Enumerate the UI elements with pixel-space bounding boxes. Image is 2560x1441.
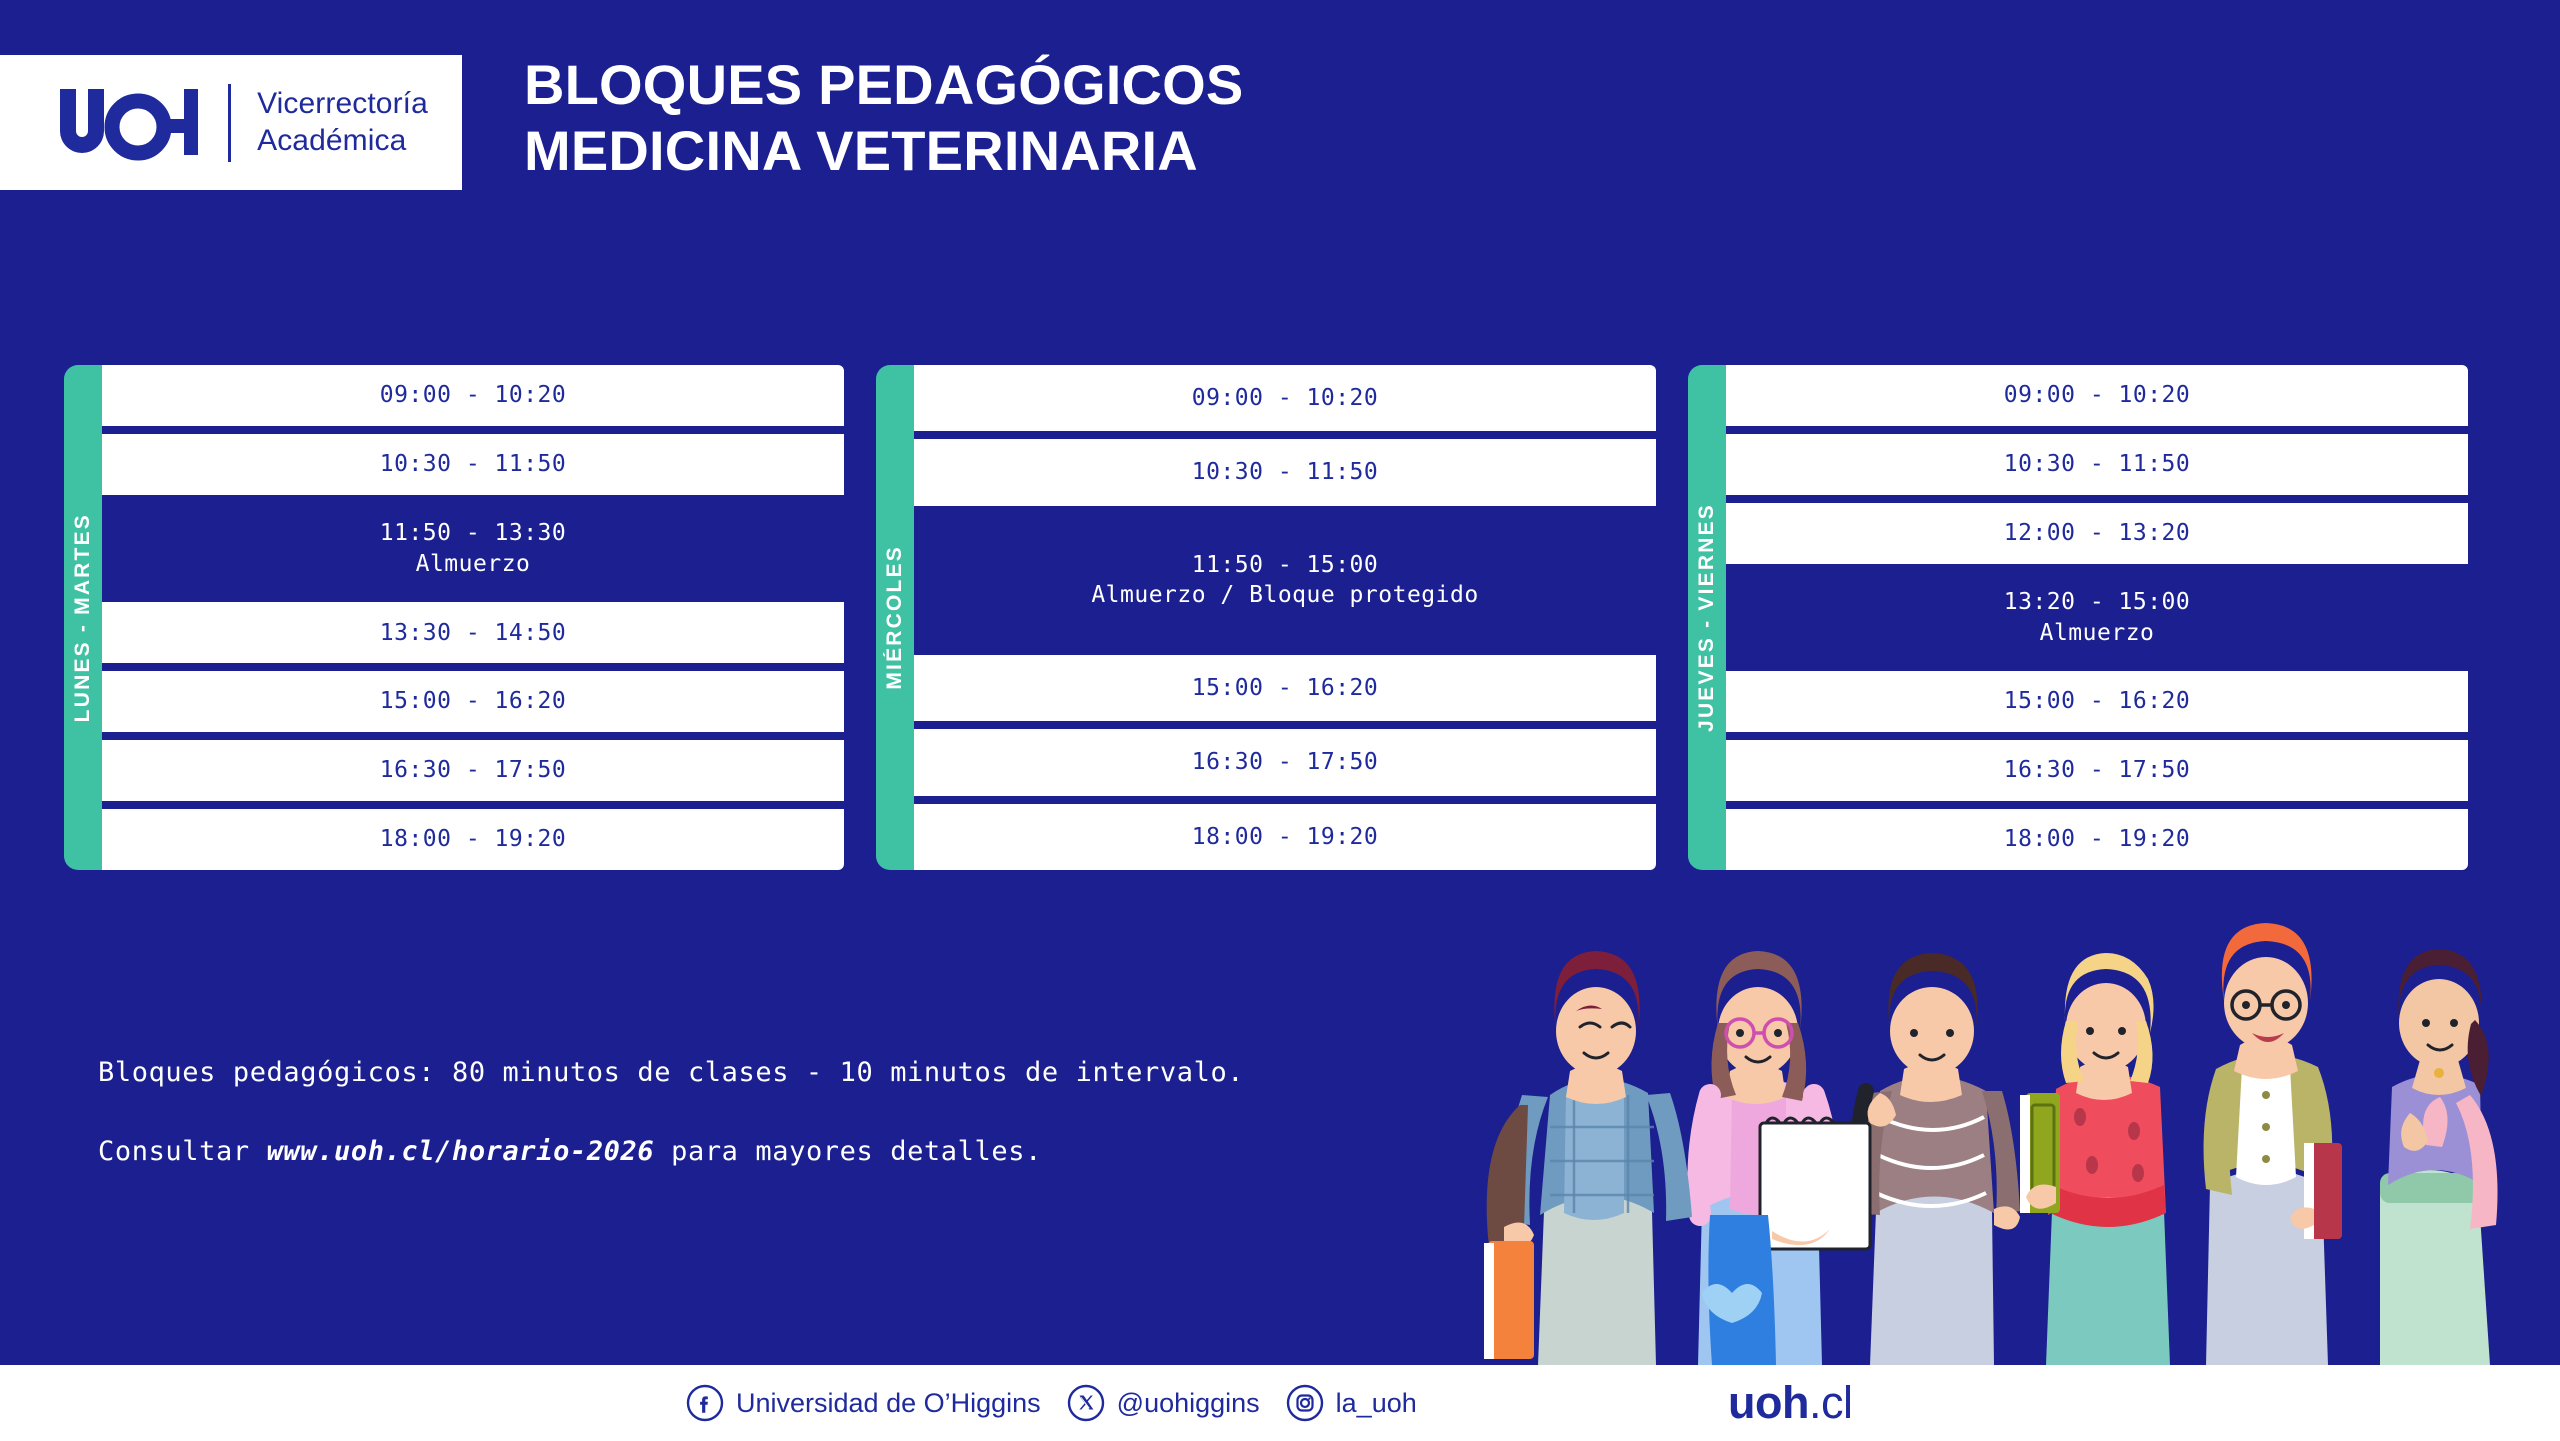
class-slot: 12:00 - 13:20 <box>1726 498 2468 568</box>
facebook-icon <box>686 1384 724 1422</box>
notes-block: Bloques pedagógicos: 80 minutos de clase… <box>98 1055 1498 1213</box>
logo-line-2: Académica <box>257 123 407 157</box>
day-tab-label: LUNES - MARTES <box>71 512 94 723</box>
slot-time: 10:30 - 11:50 <box>379 451 567 478</box>
class-slot: 18:00 - 19:20 <box>1726 805 2468 871</box>
class-slot: 09:00 - 10:20 <box>914 365 1656 436</box>
student-6 <box>2380 949 2498 1365</box>
social-instagram-label: la_uoh <box>1335 1387 1417 1418</box>
slot-time: 18:00 - 19:20 <box>2003 826 2191 853</box>
page-title-line-1: BLOQUES PEDAGÓGICOS <box>524 53 1244 116</box>
schedule-column-1: MIÉRCOLES 09:00 - 10:20 10:30 - 11:50 11:50… <box>876 365 1656 870</box>
class-slot: 10:30 - 11:50 <box>102 429 844 499</box>
slot-list-1: 09:00 - 10:20 10:30 - 11:50 11:50 - 15:00 A… <box>914 365 1656 870</box>
slot-time: 16:30 - 17:50 <box>379 757 567 784</box>
note-line-2: Consultar www.uoh.cl/horario-2026 para m… <box>98 1134 1498 1169</box>
uoh-logo-box: Vicerrectoría Académica <box>0 55 462 190</box>
page-title-line-2: MEDICINA VETERINARIA <box>524 118 1198 182</box>
day-tab-2: JUEVES - VIERNES <box>1688 365 1726 870</box>
note-suffix: para mayores detalles. <box>654 1136 1042 1168</box>
slot-time: 10:30 - 11:50 <box>2003 451 2191 478</box>
students-illustration <box>1484 923 2498 1365</box>
schedule-column-2: JUEVES - VIERNES 09:00 - 10:20 10:30 - 11:… <box>1688 365 2468 871</box>
social-instagram[interactable]: la_uoh <box>1286 1384 1417 1422</box>
uoh-site-bold: uoh <box>1728 1377 1809 1428</box>
break-slot: 13:20 - 15:00 Almuerzo <box>1726 567 2468 668</box>
slot-time: 15:00 - 16:20 <box>1191 674 1379 701</box>
uoh-logo-icon <box>60 88 199 160</box>
slot-time: 16:30 - 17:50 <box>2003 757 2191 784</box>
slot-time: 12:00 - 13:20 <box>2003 520 2191 547</box>
break-slot: 11:50 - 15:00 Almuerzo / Bloque protegido <box>914 509 1656 651</box>
student-2 <box>1687 951 1872 1365</box>
slot-time: 09:00 - 10:20 <box>379 382 567 409</box>
slot-time: 11:50 - 13:30 <box>379 520 567 547</box>
class-slot: 13:30 - 14:50 <box>102 598 844 668</box>
class-slot: 09:00 - 10:20 <box>102 365 844 430</box>
slot-time: 18:00 - 19:20 <box>379 826 567 853</box>
slot-time: 13:30 - 14:50 <box>379 619 567 646</box>
slot-note: Almuerzo / Bloque protegido <box>1091 582 1479 609</box>
social-links: Universidad de O’Higgins @uohiggins la_u… <box>686 1384 1417 1422</box>
class-slot: 10:30 - 11:50 <box>914 435 1656 510</box>
notebook <box>1758 1116 1872 1251</box>
class-slot: 18:00 - 19:20 <box>102 805 844 871</box>
class-slot: 10:30 - 11:50 <box>1726 429 2468 499</box>
social-x-twitter[interactable]: @uohiggins <box>1067 1384 1260 1422</box>
slot-time: 10:30 - 11:50 <box>1191 459 1379 486</box>
slot-note: Almuerzo <box>2039 619 2155 646</box>
logo-wordmark: Vicerrectoría Académica <box>257 86 428 159</box>
slot-list-2: 09:00 - 10:20 10:30 - 11:50 12:00 - 13:20 1… <box>1726 365 2468 871</box>
slot-time: 09:00 - 10:20 <box>2003 382 2191 409</box>
slot-time: 18:00 - 19:20 <box>1191 823 1379 850</box>
day-tab-0: LUNES - MARTES <box>64 365 102 870</box>
student-3 <box>1848 953 2020 1365</box>
day-tab-label: JUEVES - VIERNES <box>1695 503 1718 732</box>
class-slot: 09:00 - 10:20 <box>1726 365 2468 430</box>
class-slot: 15:00 - 16:20 <box>1726 667 2468 737</box>
student-4 <box>2020 953 2170 1365</box>
student-5 <box>2203 923 2342 1365</box>
footer: Universidad de O’Higgins @uohiggins la_u… <box>0 1365 2560 1441</box>
social-facebook-label: Universidad de O’Higgins <box>736 1387 1041 1418</box>
page-title: BLOQUES PEDAGÓGICOS MEDICINA VETERINARIA <box>524 52 1243 183</box>
slot-time: 11:50 - 15:00 <box>1191 551 1379 578</box>
logo-divider <box>228 83 232 162</box>
logo-line-1: Vicerrectoría <box>257 86 428 120</box>
class-slot: 15:00 - 16:20 <box>102 667 844 737</box>
slot-list-0: 09:00 - 10:20 10:30 - 11:50 11:50 - 13:30 A… <box>102 365 844 871</box>
day-tab-1: MIÉRCOLES <box>876 365 914 870</box>
note-line-1: Bloques pedagógicos: 80 minutos de clase… <box>98 1057 1245 1088</box>
break-slot: 11:50 - 13:30 Almuerzo <box>102 498 844 599</box>
student-1 <box>1484 951 1692 1365</box>
schedule-grid: LUNES - MARTES 09:00 - 10:20 10:30 - 11:50… <box>0 365 2560 871</box>
schedule-url: www.uoh.cl/horario-2026 <box>266 1136 655 1168</box>
class-slot: 16:30 - 17:50 <box>1726 736 2468 806</box>
slot-time: 16:30 - 17:50 <box>1191 749 1379 776</box>
schedule-column-0: LUNES - MARTES 09:00 - 10:20 10:30 - 11:50… <box>64 365 844 871</box>
class-slot: 16:30 - 17:50 <box>914 725 1656 800</box>
slot-time: 15:00 - 16:20 <box>2003 688 2191 715</box>
header: Vicerrectoría Académica BLOQUES PEDAGÓGI… <box>0 52 2560 210</box>
uoh-site-logo[interactable]: uoh.cl <box>1728 1377 1853 1429</box>
slot-time: 15:00 - 16:20 <box>379 688 567 715</box>
slot-note: Almuerzo <box>415 550 531 577</box>
class-slot: 16:30 - 17:50 <box>102 736 844 806</box>
slot-time: 13:20 - 15:00 <box>2003 589 2191 616</box>
class-slot: 18:00 - 19:20 <box>914 799 1656 870</box>
class-slot: 15:00 - 16:20 <box>914 650 1656 726</box>
note-prefix: Consultar <box>98 1136 267 1168</box>
slot-time: 09:00 - 10:20 <box>1191 385 1379 412</box>
instagram-icon <box>1286 1384 1323 1422</box>
social-facebook[interactable]: Universidad de O’Higgins <box>686 1384 1041 1422</box>
social-x-label: @uohiggins <box>1116 1387 1260 1418</box>
x-twitter-icon <box>1067 1384 1104 1422</box>
day-tab-label: MIÉRCOLES <box>883 545 906 690</box>
uoh-site-tld: .cl <box>1808 1377 1853 1428</box>
